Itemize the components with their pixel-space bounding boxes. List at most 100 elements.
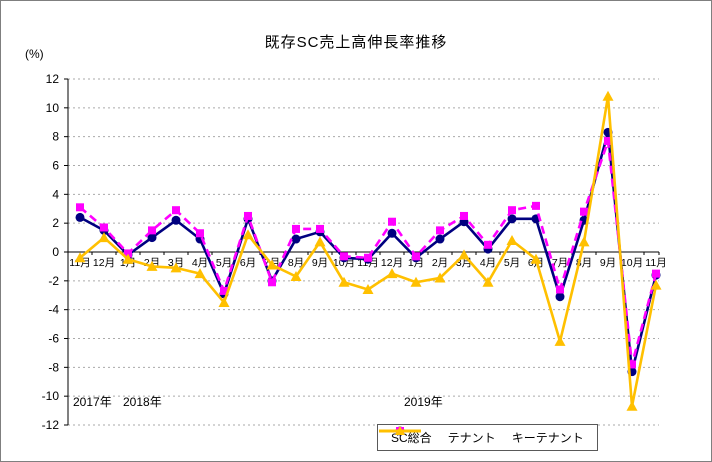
data-point-marker bbox=[268, 278, 276, 287]
y-tick-label: 4 bbox=[52, 187, 59, 201]
x-tick-label: 11月 bbox=[645, 257, 666, 269]
data-point-marker bbox=[532, 201, 540, 210]
y-tick-label: 10 bbox=[46, 101, 60, 115]
data-point-marker bbox=[604, 136, 612, 145]
data-point-marker bbox=[194, 268, 206, 279]
x-tick-label: 9月 bbox=[600, 257, 616, 269]
data-point-marker bbox=[244, 211, 252, 220]
data-point-marker bbox=[100, 223, 108, 232]
year-label-2019: 2019年 bbox=[404, 395, 443, 409]
data-point-marker bbox=[530, 253, 542, 264]
data-point-marker bbox=[98, 232, 110, 243]
data-point-marker bbox=[436, 226, 444, 235]
triangle-marker-icon bbox=[379, 426, 421, 435]
data-point-marker bbox=[578, 236, 590, 247]
data-point-marker bbox=[484, 240, 492, 249]
data-point-marker bbox=[171, 215, 181, 225]
y-tick-label: 6 bbox=[52, 158, 59, 172]
data-point-marker bbox=[580, 207, 588, 216]
data-point-marker bbox=[386, 268, 398, 279]
x-tick-label: 6月 bbox=[240, 257, 256, 269]
x-tick-label: 7月 bbox=[552, 257, 568, 269]
data-point-marker bbox=[602, 90, 614, 101]
data-point-marker bbox=[196, 229, 204, 238]
data-point-marker bbox=[316, 224, 324, 233]
data-point-marker bbox=[362, 283, 374, 294]
series-line-1 bbox=[79, 139, 658, 366]
y-tick-label: -2 bbox=[48, 274, 59, 288]
y-tick-label: -12 bbox=[42, 418, 60, 432]
data-point-marker bbox=[626, 400, 638, 411]
chart-title: 既存SC売上高伸長率推移 bbox=[264, 34, 448, 51]
data-point-marker bbox=[554, 335, 566, 346]
data-point-marker bbox=[556, 285, 564, 294]
data-point-marker bbox=[435, 234, 445, 244]
x-tick-label: 2月 bbox=[432, 257, 448, 269]
data-point-marker bbox=[508, 206, 516, 215]
x-tick-label: 4月 bbox=[192, 257, 208, 269]
data-point-marker bbox=[74, 252, 86, 263]
data-point-marker bbox=[75, 212, 85, 222]
data-point-marker bbox=[507, 214, 517, 224]
data-point-marker bbox=[338, 276, 350, 287]
data-point-marker bbox=[124, 249, 132, 258]
data-point-marker bbox=[434, 272, 446, 283]
data-point-marker bbox=[458, 249, 470, 260]
data-point-marker bbox=[628, 360, 636, 369]
legend-item-key-tenant: キーテナント bbox=[379, 426, 584, 446]
y-tick-label: 2 bbox=[52, 216, 59, 230]
data-point-marker bbox=[482, 276, 494, 287]
x-tick-label: 5月 bbox=[504, 257, 520, 269]
legend-item-tenant: テナント bbox=[379, 427, 496, 446]
x-tick-label: 9月 bbox=[312, 257, 328, 269]
x-tick-label: 8月 bbox=[288, 257, 304, 269]
data-point-marker bbox=[147, 233, 157, 243]
data-point-marker bbox=[148, 226, 156, 235]
data-point-marker bbox=[292, 224, 300, 233]
x-tick-label: 12月 bbox=[93, 257, 115, 269]
data-point-marker bbox=[506, 234, 518, 245]
y-tick-label: 8 bbox=[52, 130, 59, 144]
data-point-marker bbox=[242, 229, 254, 240]
data-point-marker bbox=[291, 234, 301, 244]
data-point-marker bbox=[266, 259, 278, 270]
y-tick-label: 12 bbox=[46, 72, 60, 86]
x-tick-label: 4月 bbox=[480, 257, 496, 269]
data-point-marker bbox=[410, 276, 422, 287]
data-point-marker bbox=[555, 292, 565, 302]
data-point-marker bbox=[387, 228, 397, 238]
data-point-marker bbox=[650, 279, 662, 290]
year-label-2018: 2018年 bbox=[123, 395, 162, 409]
data-point-marker bbox=[76, 203, 84, 212]
x-tick-label: 5月 bbox=[216, 257, 232, 269]
x-tick-label: 10月 bbox=[621, 257, 643, 269]
data-point-marker bbox=[172, 206, 180, 215]
legend-label-tenant: テナント bbox=[447, 431, 496, 445]
data-point-marker bbox=[218, 296, 230, 307]
data-point-marker bbox=[340, 252, 348, 261]
data-point-marker bbox=[290, 271, 302, 282]
data-point-marker bbox=[170, 262, 182, 273]
y-tick-label: -6 bbox=[48, 332, 59, 346]
legend-label-key-tenant: キーテナント bbox=[511, 431, 584, 445]
data-point-marker bbox=[220, 286, 228, 295]
data-point-marker bbox=[146, 260, 158, 271]
y-tick-label: 0 bbox=[52, 245, 59, 259]
x-tick-label: 1月 bbox=[408, 257, 424, 269]
legend: SC総合 テナント キーテナント bbox=[377, 424, 598, 451]
y-tick-label: -8 bbox=[48, 360, 59, 374]
data-point-marker bbox=[652, 269, 660, 278]
data-point-marker bbox=[412, 252, 420, 261]
x-tick-label: 12月 bbox=[381, 257, 403, 269]
data-point-marker bbox=[122, 253, 134, 264]
data-point-marker bbox=[460, 211, 468, 220]
data-point-marker bbox=[314, 236, 326, 247]
series-line-2 bbox=[79, 94, 658, 408]
data-point-marker bbox=[364, 253, 372, 262]
y-tick-label: -10 bbox=[42, 389, 60, 403]
x-tick-label: 10月 bbox=[333, 257, 355, 269]
year-label-2017: 2017年 bbox=[73, 395, 112, 409]
y-axis-unit-label: (%) bbox=[25, 47, 44, 61]
